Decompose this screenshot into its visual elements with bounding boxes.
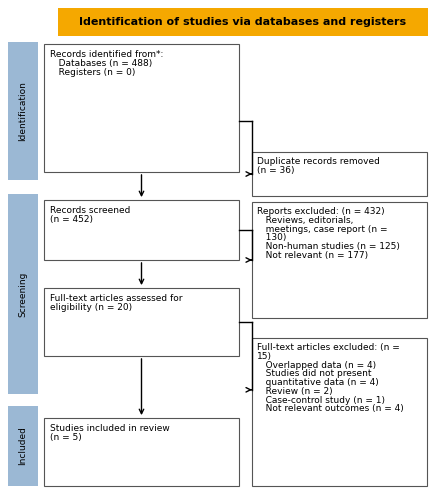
Text: eligibility (n = 20): eligibility (n = 20) — [50, 303, 132, 312]
Text: meetings, case report (n =: meetings, case report (n = — [256, 224, 387, 234]
Text: 130): 130) — [256, 234, 286, 242]
Text: Reports excluded: (n = 432): Reports excluded: (n = 432) — [256, 207, 384, 216]
Bar — [58, 8, 427, 36]
Text: Full-text articles assessed for: Full-text articles assessed for — [50, 294, 182, 303]
Text: Duplicate records removed: Duplicate records removed — [256, 157, 379, 166]
Text: Overlapped data (n = 4): Overlapped data (n = 4) — [256, 360, 375, 370]
Text: Case-control study (n = 1): Case-control study (n = 1) — [256, 396, 384, 404]
Text: Records screened: Records screened — [50, 206, 130, 215]
Text: Included: Included — [19, 426, 27, 466]
Text: Review (n = 2): Review (n = 2) — [256, 387, 332, 396]
Bar — [44, 44, 238, 172]
Text: Databases (n = 488): Databases (n = 488) — [50, 59, 152, 68]
Bar — [44, 288, 238, 356]
Text: quantitative data (n = 4): quantitative data (n = 4) — [256, 378, 378, 387]
Bar — [8, 194, 38, 394]
Text: Screening: Screening — [19, 272, 27, 316]
Bar — [8, 42, 38, 180]
Text: (n = 5): (n = 5) — [50, 433, 82, 442]
Text: Identification: Identification — [19, 81, 27, 141]
Text: Full-text articles excluded: (n =: Full-text articles excluded: (n = — [256, 343, 399, 352]
Bar — [251, 338, 426, 486]
Bar — [44, 200, 238, 260]
Text: (n = 36): (n = 36) — [256, 166, 294, 175]
Text: Reviews, editorials,: Reviews, editorials, — [256, 216, 352, 225]
Bar — [8, 406, 38, 486]
Text: Studies included in review: Studies included in review — [50, 424, 169, 433]
Text: Non-human studies (n = 125): Non-human studies (n = 125) — [256, 242, 399, 251]
Text: Records identified from*:: Records identified from*: — [50, 50, 163, 59]
Text: Not relevant (n = 177): Not relevant (n = 177) — [256, 251, 367, 260]
Bar — [44, 418, 238, 486]
Text: Registers (n = 0): Registers (n = 0) — [50, 68, 135, 76]
Text: 15): 15) — [256, 352, 271, 361]
Text: Identification of studies via databases and registers: Identification of studies via databases … — [79, 17, 406, 27]
Text: Not relevant outcomes (n = 4): Not relevant outcomes (n = 4) — [256, 404, 403, 413]
Text: Studies did not present: Studies did not present — [256, 370, 371, 378]
Bar — [251, 152, 426, 196]
Bar — [251, 202, 426, 318]
Text: (n = 452): (n = 452) — [50, 215, 93, 224]
